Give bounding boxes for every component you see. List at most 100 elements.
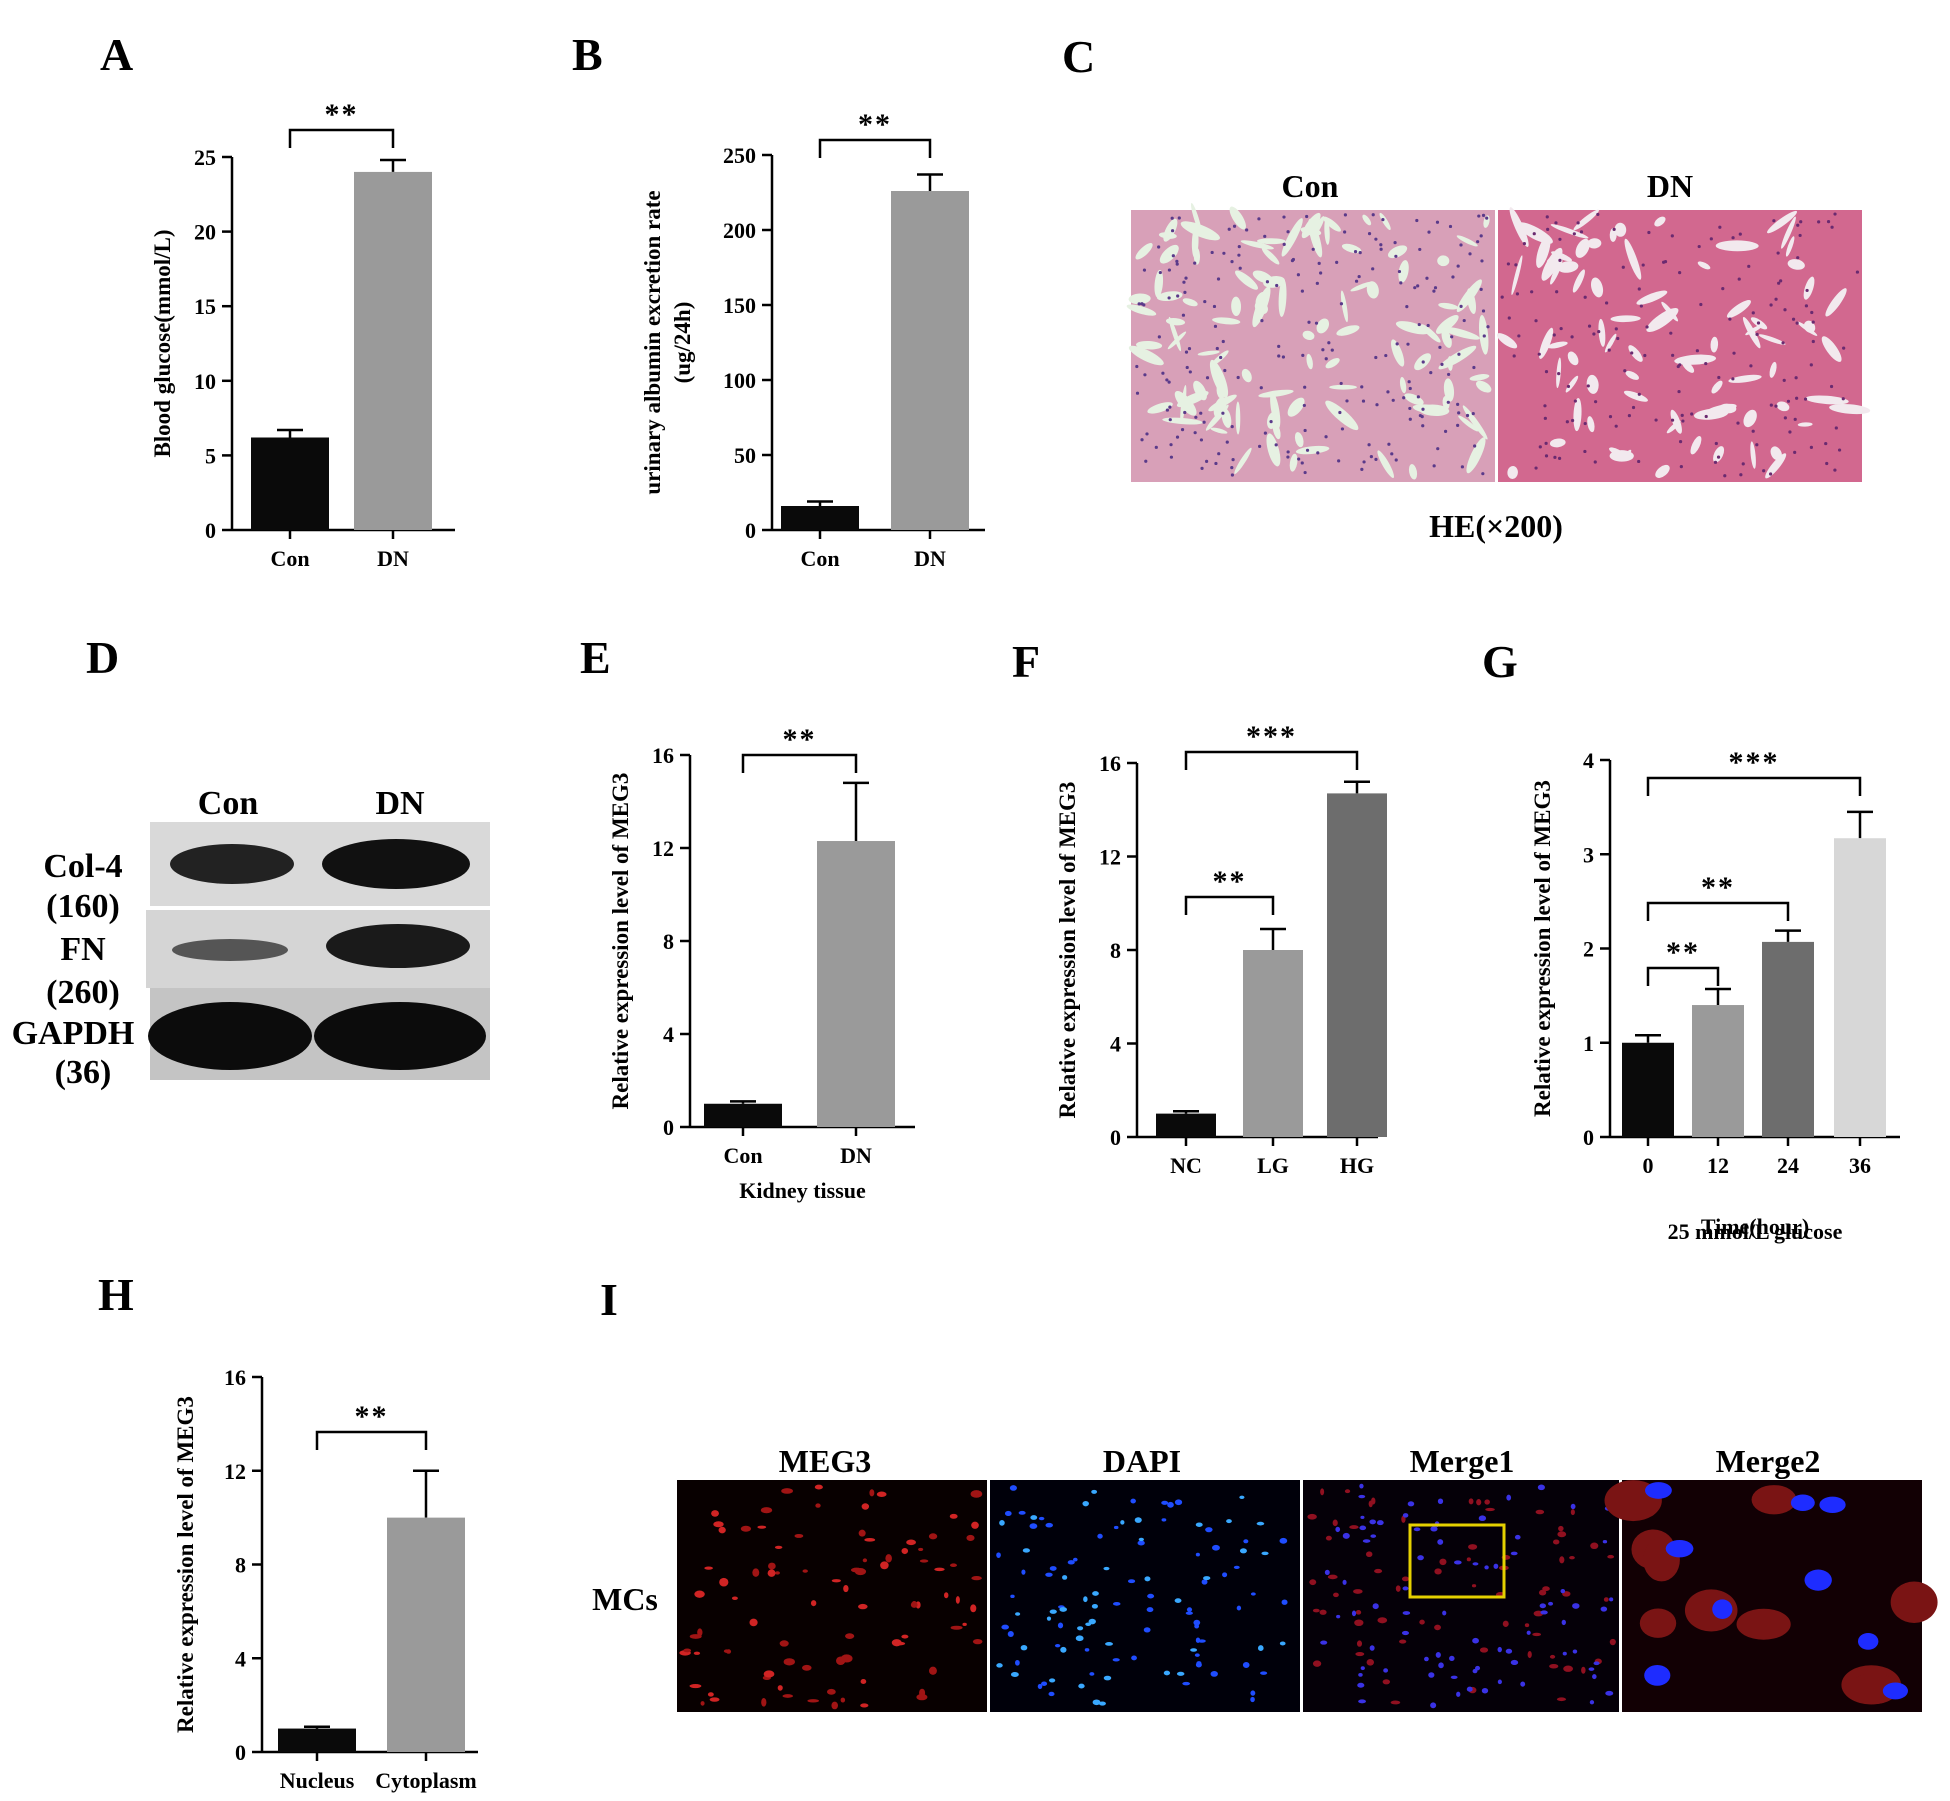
cell-nucleus (1188, 370, 1192, 374)
tubule-lumen (1252, 286, 1271, 328)
tubule-lumen (1587, 238, 1602, 249)
cell-nucleus (1290, 259, 1295, 263)
fluor-cell (1468, 1544, 1478, 1550)
fluor-cell (775, 1571, 780, 1575)
fluor-cell (1366, 1658, 1375, 1666)
tubule-lumen (1241, 368, 1252, 383)
cell-nucleus (1205, 376, 1210, 380)
tubule-lumen (1379, 212, 1391, 231)
tubule-lumen (1263, 276, 1285, 288)
cell-nucleus (1429, 371, 1433, 375)
cell-nucleus (1144, 459, 1148, 463)
fluor-cell (767, 1569, 776, 1577)
cell-nucleus (1451, 275, 1455, 279)
cell-nucleus (1809, 363, 1813, 367)
tubule-lumen (1441, 326, 1480, 340)
cell-nucleus (1459, 243, 1463, 247)
fluor-cell (1041, 1681, 1048, 1686)
cell-nucleus (1327, 341, 1331, 345)
fluor-cell (1098, 1701, 1106, 1706)
fluor-cell (1182, 1681, 1191, 1686)
fluor-cell (1137, 1540, 1145, 1546)
fluor-cell (1356, 1640, 1363, 1647)
bar-f-hg (1327, 793, 1387, 1137)
cell-nucleus (1751, 311, 1755, 315)
fluor-cell (752, 1568, 760, 1577)
significance-label-a: ** (325, 98, 359, 131)
fluor-cell (885, 1554, 892, 1563)
fluor-cell (1430, 1702, 1437, 1709)
cell-nucleus (1732, 351, 1736, 355)
fluor-cell (1590, 1542, 1599, 1550)
cell-nucleus (1586, 384, 1590, 388)
cell-nucleus (1637, 459, 1641, 464)
fluor-cell (950, 1625, 963, 1630)
tubule-lumen (1655, 464, 1670, 478)
y-tick-label-b: 250 (723, 143, 756, 168)
fluor-cell (1402, 1586, 1409, 1591)
fluor-cell (683, 1648, 692, 1653)
cell-nucleus (1515, 292, 1520, 296)
y-tick-label-f: 0 (1110, 1125, 1121, 1150)
cell-nucleus (1223, 368, 1227, 373)
cell-nucleus (1317, 261, 1321, 265)
cell-nucleus (1833, 212, 1837, 216)
cell-nucleus (1678, 440, 1683, 444)
cell-nucleus (1781, 341, 1785, 345)
fluor-title-merge2: Merge2 (1716, 1443, 1821, 1479)
panel-label-e: E (580, 632, 611, 683)
fluor-cell (858, 1529, 866, 1537)
cell-nucleus (1168, 405, 1172, 409)
bar-g-12 (1692, 1005, 1744, 1137)
cell-nucleus (1612, 227, 1616, 231)
fluor-cell (704, 1566, 713, 1570)
cell-nucleus (1718, 225, 1722, 229)
tubule-lumen (1404, 393, 1424, 405)
cell-nucleus (1566, 384, 1571, 389)
fluor-cell (802, 1569, 808, 1573)
fluor-cell (711, 1510, 719, 1517)
cell-nucleus (1512, 354, 1516, 358)
cell-nucleus (1420, 415, 1424, 419)
x-tick-label-b: DN (914, 546, 946, 571)
cell-nucleus (1506, 262, 1510, 266)
cell-nucleus (1811, 320, 1815, 324)
fluor-cell (860, 1703, 869, 1708)
cell-nucleus (1440, 362, 1444, 366)
panel-label-a: A (100, 29, 133, 80)
fluor-cell (1239, 1495, 1245, 1500)
cell-nucleus (1755, 443, 1759, 447)
fluor-cell (1497, 1646, 1502, 1653)
cell-nucleus (1282, 242, 1286, 246)
cell-nucleus (1826, 220, 1831, 224)
tubule-lumen (1697, 261, 1711, 270)
y-axis-label-a: Blood glucose(mmol/L) (150, 229, 175, 457)
cell-nucleus (1367, 232, 1372, 236)
tubule-lumen (1621, 449, 1632, 461)
cell-nucleus (1169, 443, 1173, 447)
x-axis-label2-g: 25 mmol/L glucose (1668, 1219, 1843, 1244)
cell-nucleus (1165, 378, 1169, 382)
fluor-cell (1174, 1499, 1183, 1506)
panel-i-fluorescence: MEG3 DAPI Merge1 Merge2 MCs (592, 1443, 1938, 1712)
cell-nucleus (1360, 467, 1364, 471)
y-tick-label-g: 3 (1583, 842, 1594, 867)
cell-nucleus (1643, 353, 1647, 358)
cell-nucleus (1833, 468, 1837, 472)
cell-nucleus (1500, 295, 1504, 299)
fluor-cell (1362, 1539, 1371, 1543)
tubule-lumen (1340, 290, 1348, 323)
cell-nucleus (1704, 361, 1708, 366)
cell-nucleus (1230, 465, 1234, 470)
cell-nucleus (1507, 316, 1511, 320)
significance-bracket-g (1646, 901, 1790, 921)
fluor-cell (1603, 1597, 1609, 1602)
tubule-lumen (1234, 270, 1259, 290)
cell-nucleus (1774, 404, 1778, 408)
fluor-cell (1535, 1509, 1545, 1515)
fluor-cell (1478, 1515, 1487, 1522)
fluor-cell (1092, 1699, 1101, 1706)
fluor-cell (1243, 1539, 1249, 1544)
x-tick-label-a: DN (377, 546, 409, 571)
fluor-cell (1194, 1653, 1200, 1657)
